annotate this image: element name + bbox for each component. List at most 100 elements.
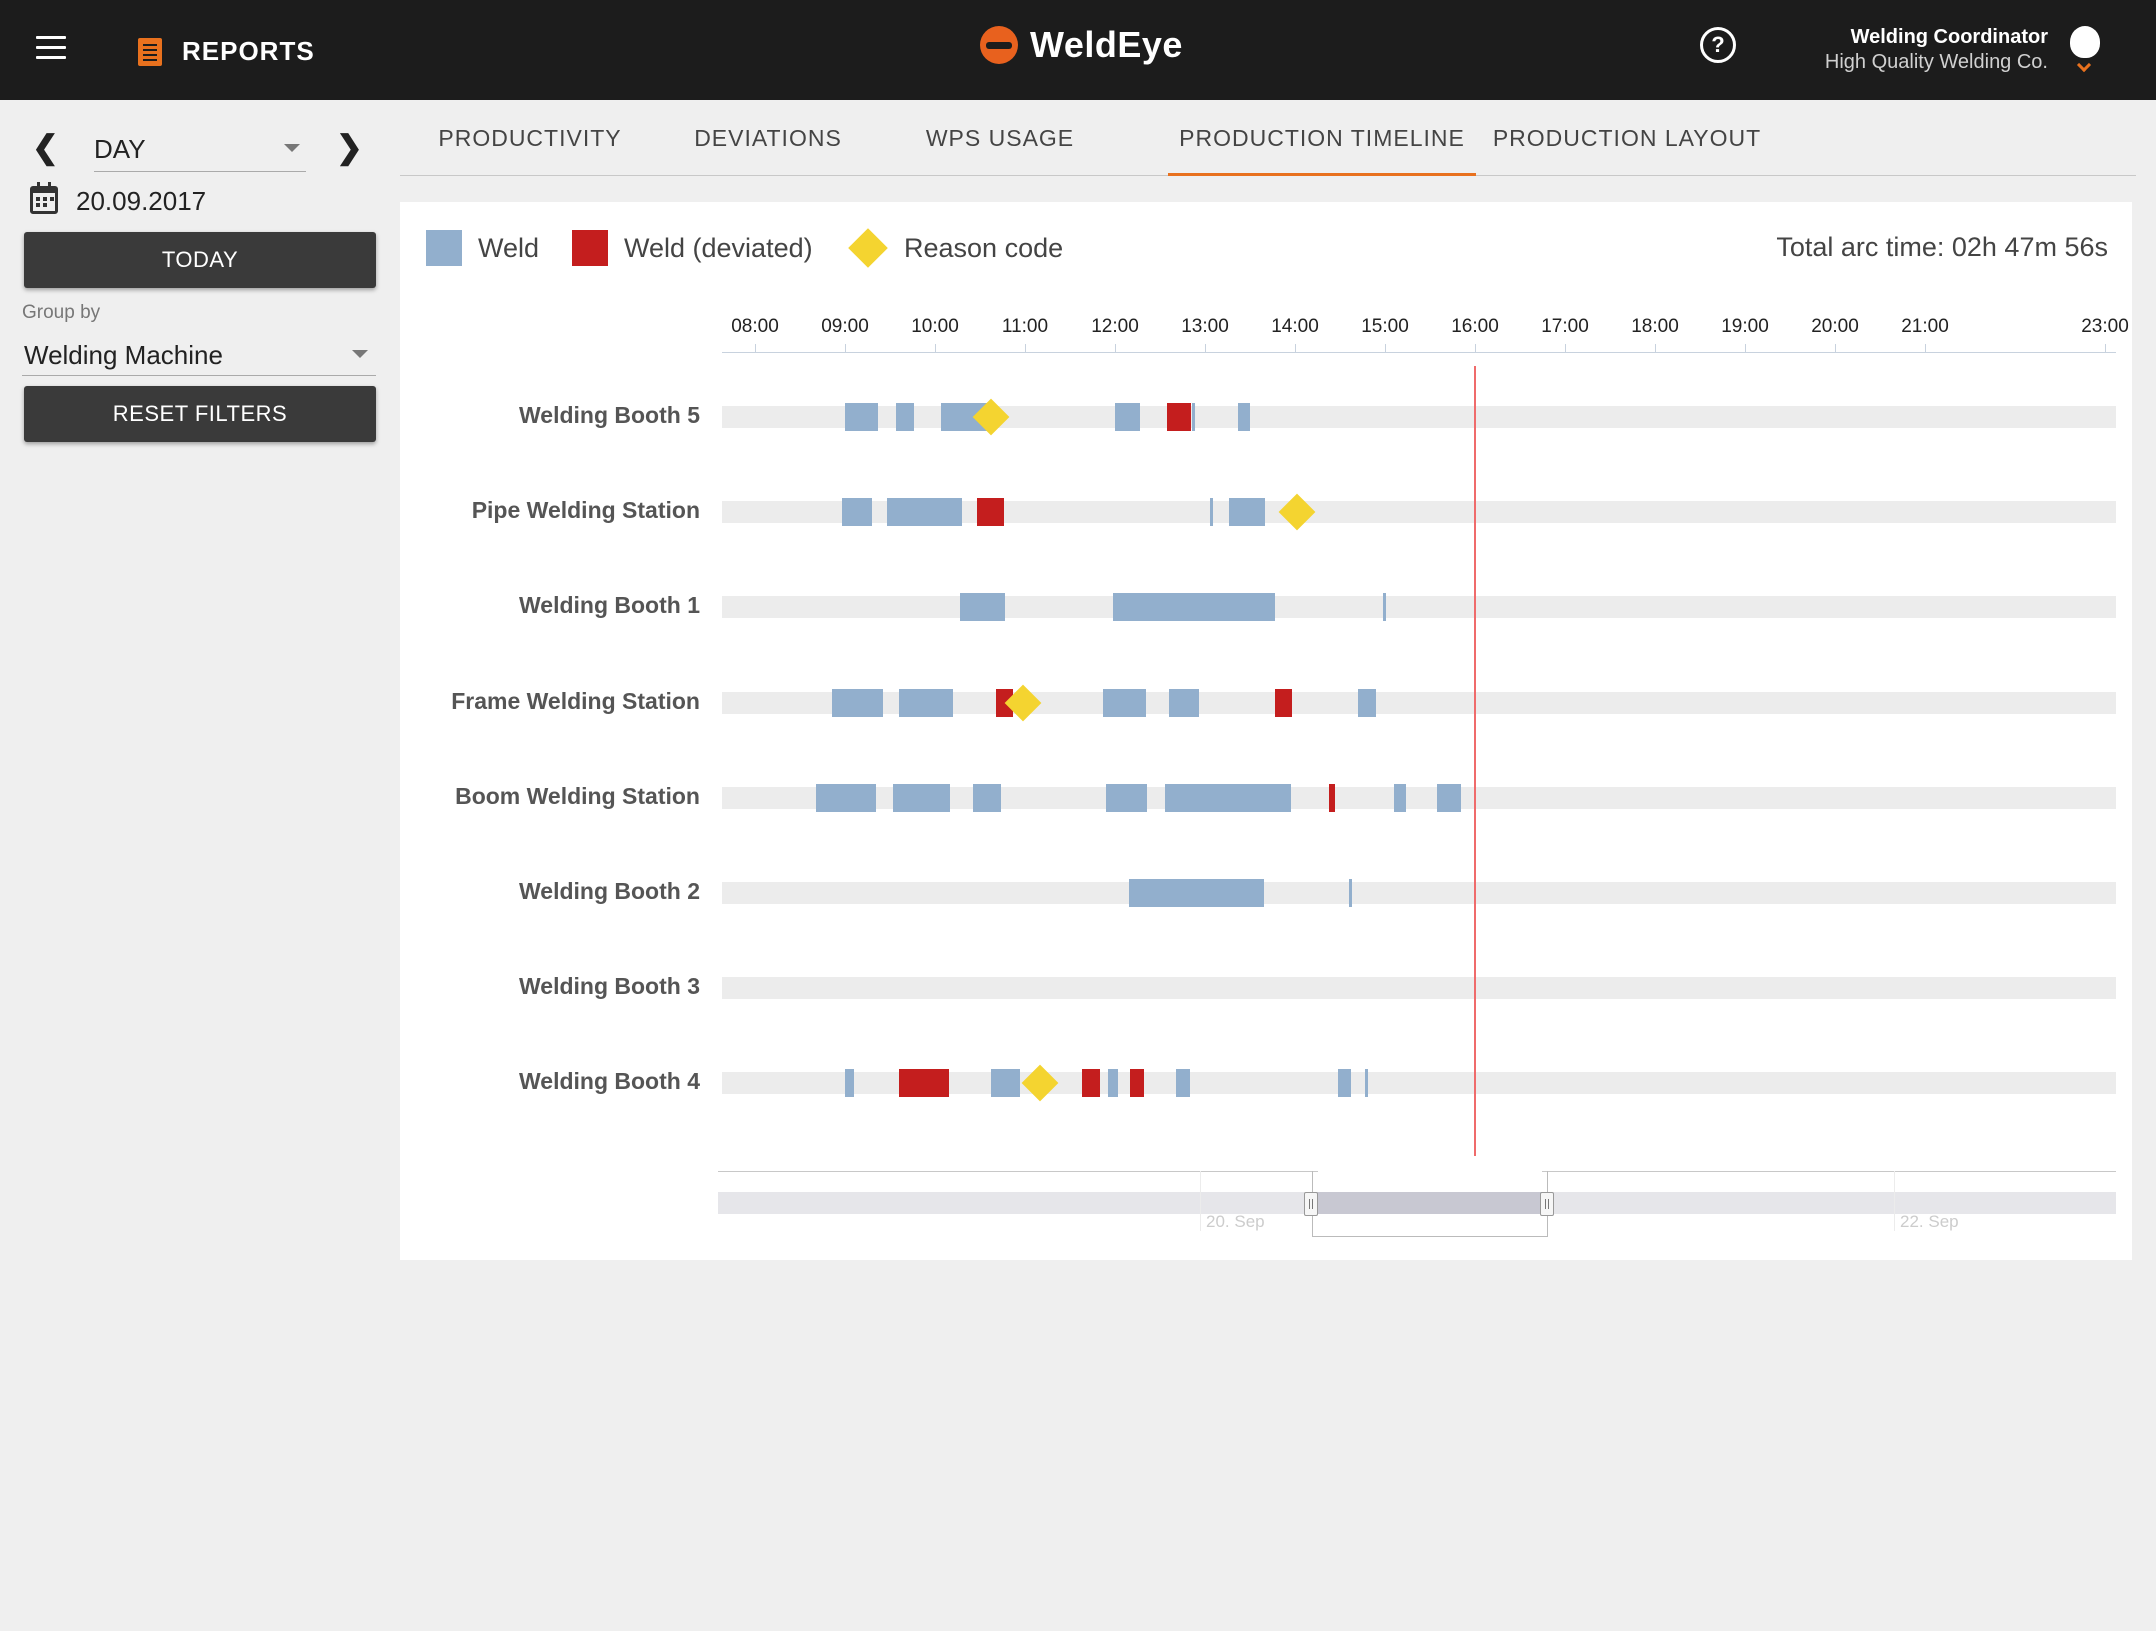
weld-bar[interactable] [887, 498, 962, 527]
weld-bar[interactable] [1365, 1069, 1369, 1098]
menu-icon[interactable] [36, 36, 66, 60]
weld-bar[interactable] [1394, 783, 1406, 812]
weld-deviated-bar[interactable] [899, 1069, 949, 1098]
weld-bar[interactable] [1169, 688, 1199, 717]
weld-bar[interactable] [1176, 1069, 1190, 1098]
weld-deviated-bar[interactable] [1167, 403, 1192, 431]
legend-weld[interactable]: Weld [426, 228, 539, 268]
row-label: Welding Booth 2 [518, 878, 700, 904]
time-tick-label: 11:00 [1001, 316, 1049, 337]
tab-production-timeline[interactable]: PRODUCTION TIMELINE [1168, 110, 1476, 176]
weld-bar[interactable] [1192, 403, 1196, 431]
row-label: Welding Booth 5 [518, 402, 700, 428]
weld-bar[interactable] [1115, 403, 1141, 431]
row-track [722, 786, 2116, 809]
time-tick-mark [1655, 344, 1656, 352]
weld-bar[interactable] [842, 498, 872, 527]
tab-wps-usage[interactable]: WPS USAGE [925, 125, 1075, 151]
weld-bar[interactable] [845, 1069, 854, 1098]
group-by-value: Welding Machine [24, 340, 223, 370]
weld-bar[interactable] [1437, 783, 1462, 812]
tab-productivity[interactable]: PRODUCTIVITY [438, 125, 622, 151]
help-icon[interactable]: ? [1700, 27, 1736, 63]
time-tick-mark [1745, 344, 1746, 352]
today-button[interactable]: TODAY [24, 232, 376, 288]
weld-deviated-bar[interactable] [1275, 688, 1293, 717]
next-period-button[interactable]: ❯ [336, 129, 363, 165]
weld-bar[interactable] [1238, 403, 1250, 431]
legend-weld-deviated[interactable]: Weld (deviated) [572, 228, 813, 268]
time-tick-label: 10:00 [911, 316, 959, 337]
time-tick-mark [1475, 344, 1476, 352]
time-tick-mark [1385, 344, 1386, 352]
user-info[interactable]: Welding Coordinator High Quality Welding… [1825, 26, 2048, 74]
weld-bar[interactable] [972, 783, 1001, 812]
time-tick-mark [1205, 344, 1206, 352]
weld-bar[interactable] [1164, 783, 1291, 812]
previous-period-button[interactable]: ❮ [32, 129, 59, 165]
user-company: High Quality Welding Co. [1824, 51, 2048, 73]
time-tick-mark [1565, 344, 1566, 352]
tab-production-layout[interactable]: PRODUCTION LAYOUT [1492, 125, 1762, 151]
row-track [722, 882, 2116, 904]
time-tick-label: 08:00 [731, 316, 779, 337]
time-axis-line [722, 352, 2116, 353]
weld-bar[interactable] [1128, 879, 1264, 907]
navigator-date-label: 20. Sep [1206, 1212, 1265, 1231]
weld-bar[interactable] [1383, 593, 1387, 622]
weld-deviated-bar[interactable] [1081, 1069, 1100, 1098]
tab-deviations[interactable]: DEVIATIONS [694, 125, 842, 151]
group-by-select[interactable]: Welding Machine [22, 332, 376, 376]
time-tick-label: 20:00 [1811, 316, 1859, 337]
time-tick-label: 09:00 [821, 316, 869, 337]
calendar-icon[interactable] [30, 182, 58, 214]
weld-deviated-bar[interactable] [1329, 783, 1336, 812]
row-label: Boom Welding Station [455, 782, 700, 809]
time-tick-mark [1835, 344, 1836, 352]
report-tabs: PRODUCTIVITY DEVIATIONS WPS USAGE PRODUC… [400, 110, 2136, 176]
weld-bar[interactable] [1358, 688, 1376, 717]
navigator-left-handle[interactable] [1304, 1192, 1318, 1216]
time-tick-mark [2105, 344, 2106, 352]
time-tick-mark [935, 344, 936, 352]
weld-bar[interactable] [831, 688, 883, 717]
weld-bar[interactable] [1106, 783, 1147, 812]
time-tick-label: 14:00 [1271, 316, 1319, 337]
weld-bar[interactable] [899, 688, 953, 717]
weld-bar[interactable] [1103, 688, 1147, 717]
navigator-window[interactable] [1312, 1192, 1548, 1214]
time-tick-label: 17:00 [1541, 316, 1589, 337]
weld-deviated-bar[interactable] [977, 498, 1005, 527]
date-field[interactable]: 20.09.2017 [76, 186, 207, 216]
brand: WeldEye [980, 20, 1183, 70]
brand-name: WeldEye [1030, 24, 1183, 65]
period-value: DAY [94, 134, 146, 164]
weld-bar[interactable] [1113, 593, 1276, 622]
weld-bar[interactable] [816, 783, 877, 812]
reset-filters-button[interactable]: RESET FILTERS [24, 386, 376, 442]
legend-reason-label: Reason code [904, 232, 1064, 263]
weld-bar[interactable] [1338, 1069, 1351, 1098]
weld-deviated-bar[interactable] [1130, 1069, 1144, 1098]
row-track [722, 1072, 2116, 1095]
navigator-day-divider [1200, 1171, 1201, 1231]
time-tick-label: 21:00 [1901, 316, 1949, 337]
weld-bar[interactable] [990, 1069, 1021, 1098]
navigator-frame-gap [1318, 1171, 1542, 1172]
weld-bar[interactable] [892, 783, 951, 812]
legend-reason-code[interactable]: Reason code [848, 228, 1063, 268]
time-tick-mark [755, 344, 756, 352]
weld-bar[interactable] [1349, 879, 1352, 907]
weld-deviated-bar[interactable] [996, 688, 1014, 717]
navigator-right-handle[interactable] [1540, 1192, 1554, 1216]
avatar[interactable] [2066, 26, 2104, 73]
weld-bar[interactable] [896, 403, 915, 431]
section-title[interactable]: REPORTS [182, 36, 315, 66]
period-select[interactable]: DAY [94, 128, 306, 172]
weld-bar[interactable] [1229, 498, 1266, 527]
weld-bar[interactable] [1107, 1069, 1118, 1098]
weld-bar[interactable] [1209, 498, 1213, 527]
weld-bar[interactable] [960, 593, 1006, 622]
total-arc-time: Total arc time: 02h 47m 56s [1776, 232, 2108, 262]
weld-bar[interactable] [845, 403, 879, 431]
